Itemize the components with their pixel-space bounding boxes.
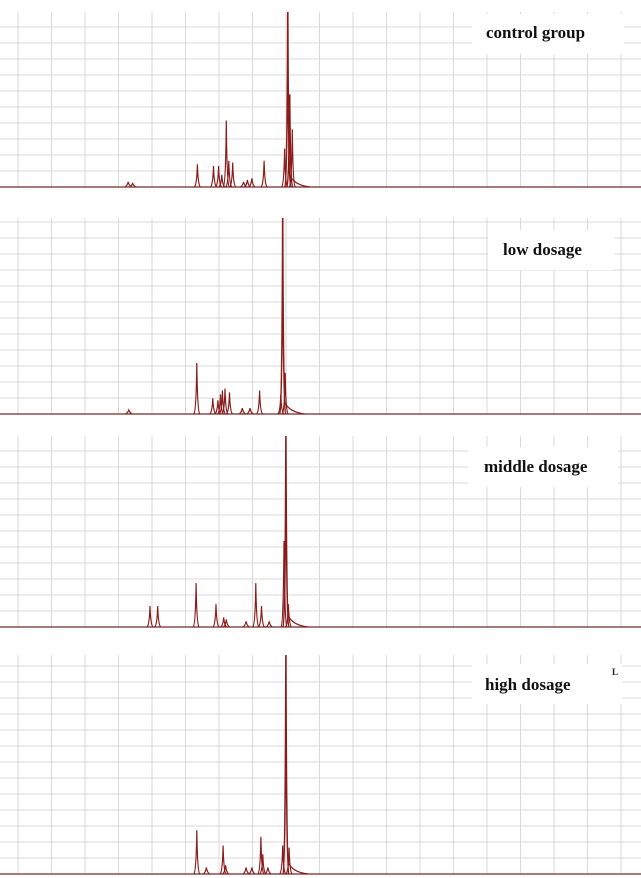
- spectrum-peak: [209, 398, 217, 415]
- label-box: [472, 664, 622, 704]
- spectrum-peak: [264, 867, 272, 875]
- spectrum-peak: [281, 372, 289, 415]
- spectrum-peak: [242, 621, 250, 628]
- spectrum-label: middle dosage: [484, 457, 588, 476]
- spectrum-peak: [222, 865, 230, 875]
- spectrum-peak: [220, 617, 228, 628]
- spectrum-peak: [260, 160, 268, 188]
- spectrum-panel: middle dosage: [0, 435, 641, 628]
- spectrum-tail: [289, 174, 310, 188]
- spectrum-peak: [282, 435, 290, 628]
- spectrum-peak: [222, 619, 230, 628]
- label-box: [488, 230, 614, 270]
- spectrum-label: control group: [486, 23, 585, 42]
- grid: [0, 12, 641, 187]
- spectrum-peak: [257, 836, 265, 875]
- spectrum-peak: [193, 362, 201, 415]
- spectrum-peak: [242, 867, 250, 875]
- grid: [0, 655, 641, 874]
- spectrum-tail: [287, 861, 308, 875]
- label-box: [472, 14, 624, 54]
- spectrum-peak: [243, 179, 251, 188]
- spectrum-tail: [287, 614, 308, 628]
- spectrum-peak: [154, 605, 162, 628]
- spectrum-peak: [259, 854, 267, 875]
- spectrum-panel: low dosage: [0, 217, 641, 415]
- spectrum-peak: [284, 604, 292, 628]
- spectrum-peak: [210, 165, 217, 188]
- spectrum-peak: [248, 867, 256, 875]
- spectrum-peak: [252, 583, 260, 628]
- spectrum-panel: control group: [0, 11, 641, 188]
- spectrum-peak: [217, 394, 224, 415]
- spectrum-peak: [284, 11, 292, 188]
- spectrum-peak: [280, 540, 288, 628]
- spectrum-tail: [284, 401, 305, 415]
- spectrum-peak: [193, 164, 201, 188]
- spectrum-peak: [124, 181, 132, 188]
- label-box: [468, 447, 618, 487]
- spectrum-peak: [279, 845, 287, 875]
- spectrum-peak: [146, 605, 154, 628]
- spectrum-peak: [246, 407, 254, 415]
- spectrum-label: high dosage: [485, 675, 571, 694]
- spectrum-peak: [226, 392, 233, 415]
- spectra-panels: control group low dosage middle dosage high…: [0, 11, 641, 875]
- spectrum-peak: [202, 867, 210, 875]
- spectrum-label: low dosage: [503, 240, 582, 259]
- spectrum-peak: [192, 583, 200, 628]
- spectrum-peak: [238, 407, 246, 415]
- spectrum-peak: [256, 390, 264, 415]
- spectrum-peak: [129, 181, 137, 188]
- spectrum-peak: [281, 148, 289, 188]
- spectrum-peak: [218, 390, 226, 415]
- spectrum-peak: [282, 654, 290, 875]
- spectrum-peak: [229, 162, 237, 188]
- spectrum-peak: [193, 830, 201, 875]
- spectrum-peak: [221, 388, 229, 415]
- spectrum-peak: [214, 400, 222, 415]
- spectrum-peak: [212, 604, 220, 628]
- spectrum-peak: [248, 178, 256, 188]
- spectrum-peak: [258, 605, 265, 628]
- corner-mark: L: [612, 667, 618, 677]
- spectrum-peak: [265, 621, 273, 628]
- spectrum-peak: [285, 847, 293, 875]
- spectrum-panel: high dosage: [0, 654, 641, 875]
- spectrum-peak: [125, 408, 133, 415]
